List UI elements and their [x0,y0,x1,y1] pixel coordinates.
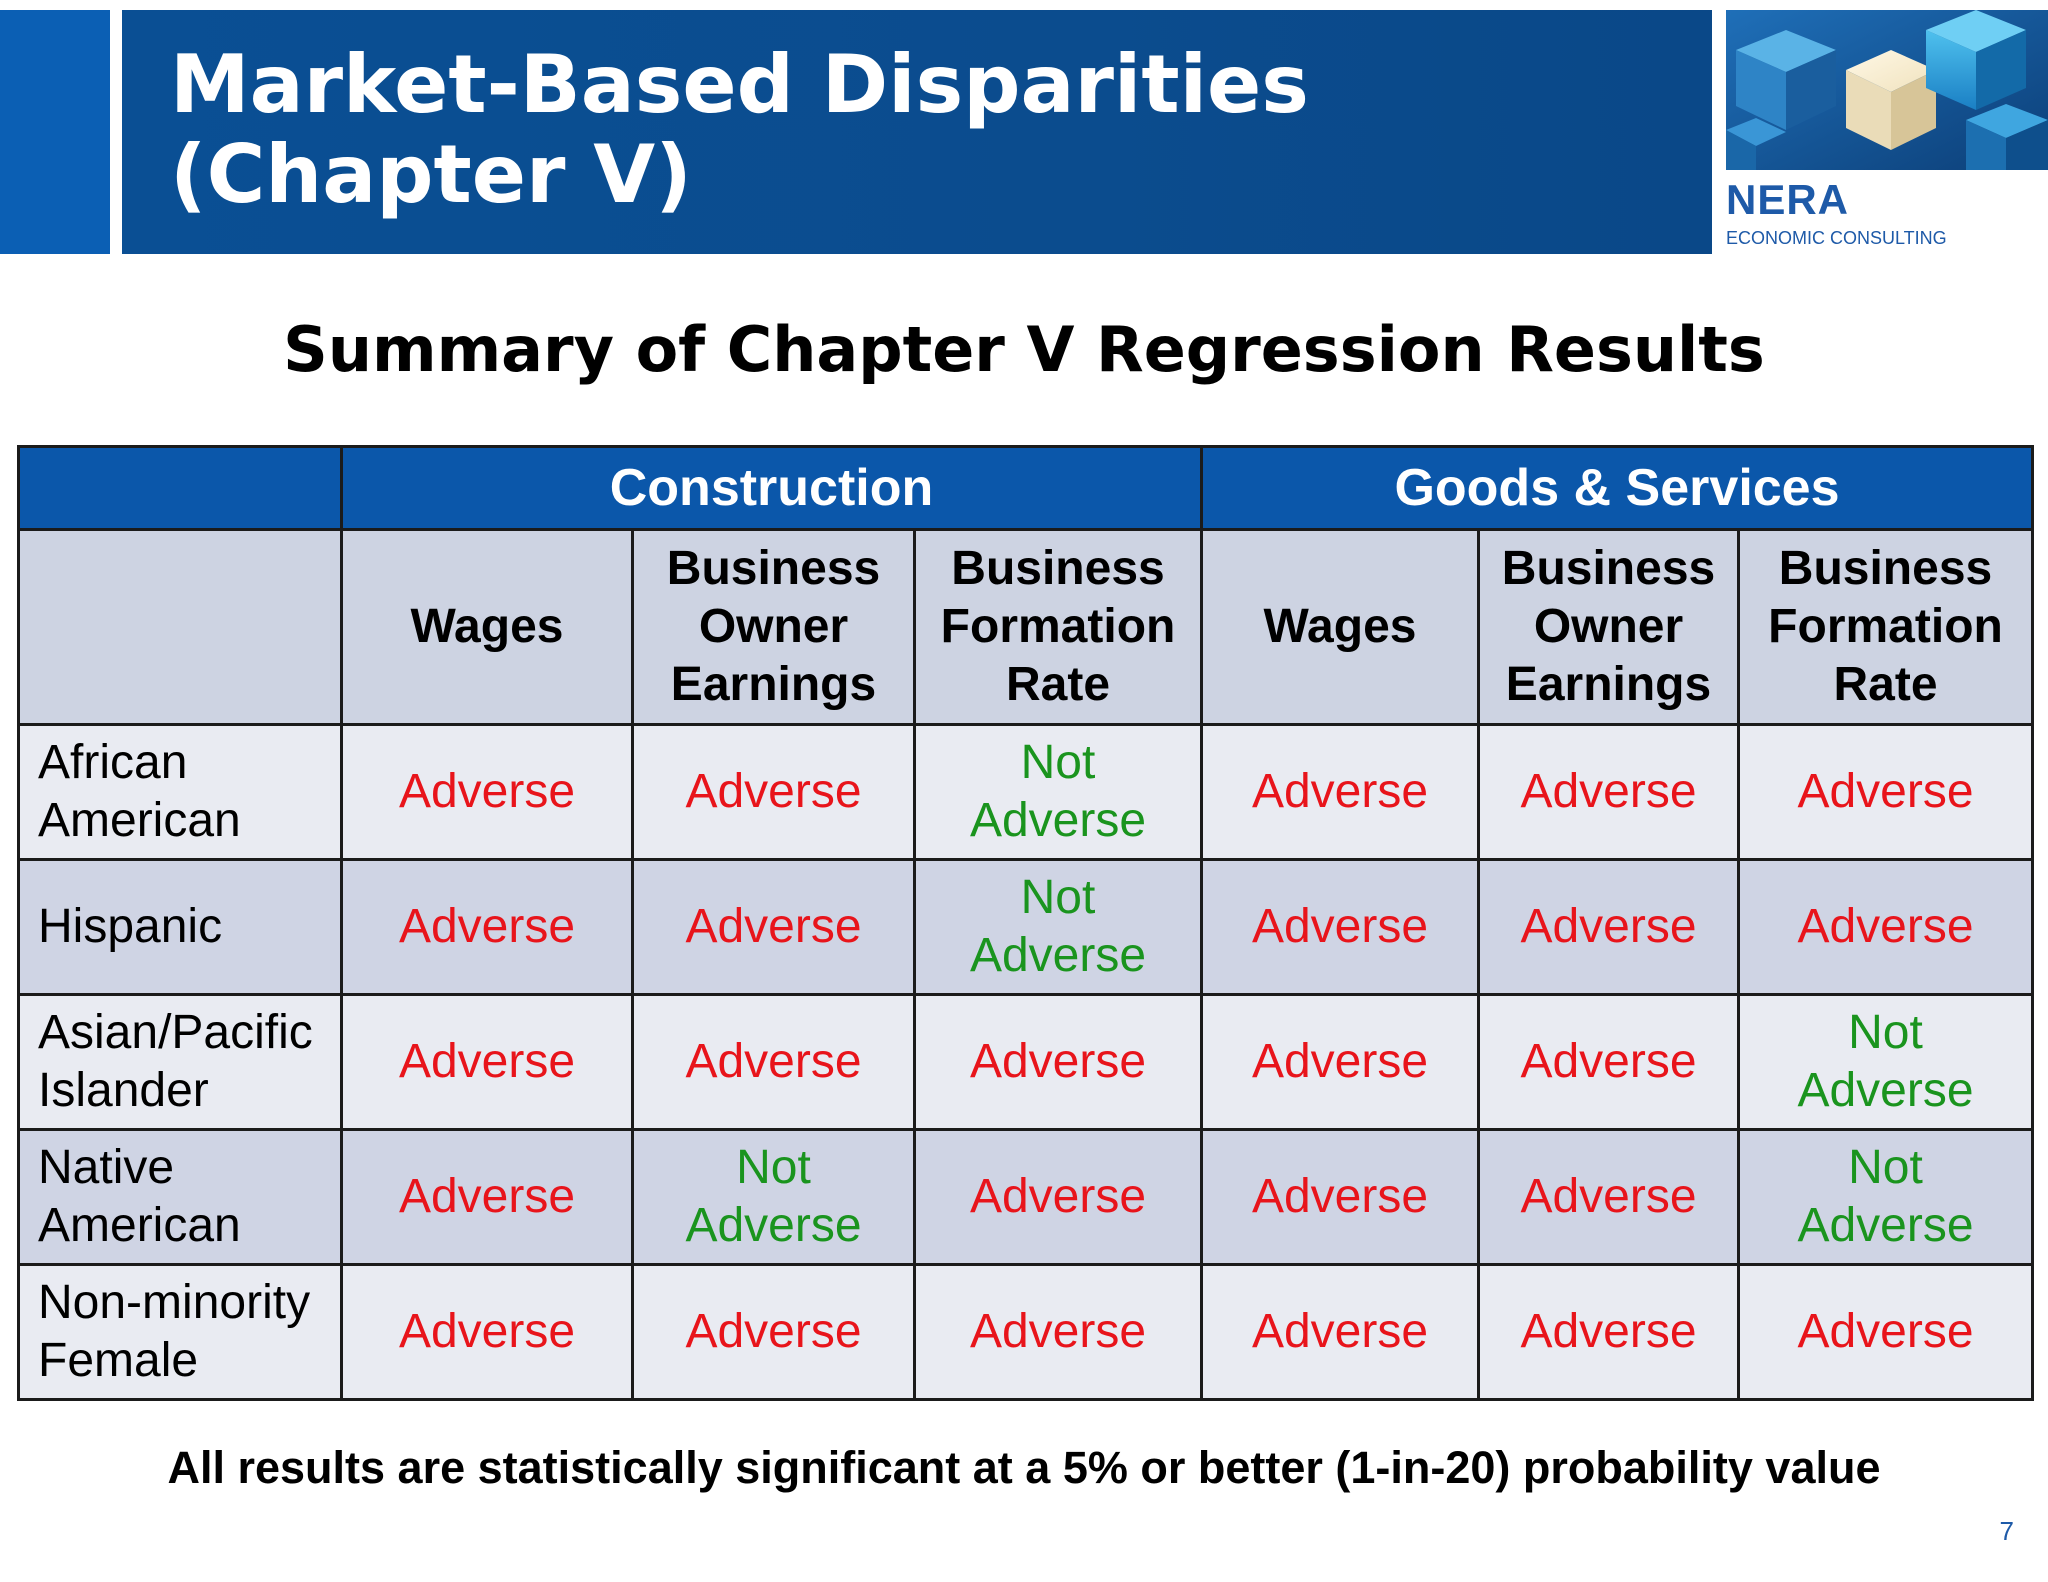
result-cell: Adverse [913,1128,1203,1266]
result-cell: Adverse [631,993,916,1131]
table-row: Hispanic Adverse Adverse Not Adverse Adv… [17,858,2034,996]
column-header-construction-wages: Wages [340,528,634,726]
result-cell: Not Adverse [913,858,1203,996]
result-cell: Adverse [1477,993,1740,1131]
row-label: Asian/Pacific Islander [17,993,343,1131]
result-cell: Adverse [1200,723,1480,861]
title-banner: Market-Based Disparities (Chapter V) [122,10,1712,254]
page-number: 7 [1999,1516,2014,1546]
result-cell: Not Adverse [631,1128,916,1266]
table-row: Non-minority Female Adverse Adverse Adve… [17,1263,2034,1401]
result-cell: Adverse [631,1263,916,1401]
table-subtitle: Summary of Chapter V Regression Results [283,313,1765,386]
result-cell: Adverse [631,858,916,996]
row-label: African American [17,723,343,861]
group-header-blank [17,445,343,531]
column-header-goods-owner-earnings: Business Owner Earnings [1477,528,1740,726]
result-cell: Adverse [1200,1263,1480,1401]
result-cell: Adverse [1477,1263,1740,1401]
result-cell: Adverse [1200,858,1480,996]
column-header-construction-owner-earnings: Business Owner Earnings [631,528,916,726]
result-cell: Adverse [340,723,634,861]
table-row: Native American Adverse Not Adverse Adve… [17,1128,2034,1266]
result-cell: Adverse [1477,858,1740,996]
result-cell: Adverse [340,1263,634,1401]
result-cell: Adverse [1737,723,2034,861]
accent-bar [0,10,110,254]
result-cell: Not Adverse [913,723,1203,861]
result-cell: Adverse [631,723,916,861]
regression-results-table: Construction Goods & Services Wages Busi… [17,445,2034,1401]
slide-title: Market-Based Disparities (Chapter V) [170,38,1309,221]
group-header-construction: Construction [340,445,1203,531]
group-header-row: Construction Goods & Services [17,445,2034,531]
row-label: Hispanic [17,858,343,996]
row-label: Native American [17,1128,343,1266]
result-cell: Adverse [1477,1128,1740,1266]
significance-footnote: All results are statistically significan… [167,1442,1881,1493]
result-cell: Adverse [913,1263,1203,1401]
result-cell: Adverse [1737,1263,2034,1401]
row-label: Non-minority Female [17,1263,343,1401]
result-cell: Adverse [1200,1128,1480,1266]
column-header-goods-wages: Wages [1200,528,1480,726]
logo-tagline: ECONOMIC CONSULTING [1726,228,1947,248]
result-cell: Not Adverse [1737,1128,2034,1266]
result-cell: Not Adverse [1737,993,2034,1131]
result-cell: Adverse [340,993,634,1131]
table-row: Asian/Pacific Islander Adverse Adverse A… [17,993,2034,1131]
result-cell: Adverse [340,858,634,996]
result-cell: Adverse [1737,858,2034,996]
nera-logo: NERA ECONOMIC CONSULTING [1726,10,2048,254]
group-header-goods-services: Goods & Services [1200,445,2034,531]
result-cell: Adverse [1200,993,1480,1131]
column-header-goods-formation-rate: Business Formation Rate [1737,528,2034,726]
result-cell: Adverse [1477,723,1740,861]
column-header-construction-formation-rate: Business Formation Rate [913,528,1203,726]
logo-name: NERA [1726,176,1850,223]
column-header-blank [17,528,343,726]
blue-cubes-icon [1726,10,2048,170]
column-header-row: Wages Business Owner Earnings Business F… [17,528,2034,726]
result-cell: Adverse [913,993,1203,1131]
result-cell: Adverse [340,1128,634,1266]
table-row: African American Adverse Adverse Not Adv… [17,723,2034,861]
